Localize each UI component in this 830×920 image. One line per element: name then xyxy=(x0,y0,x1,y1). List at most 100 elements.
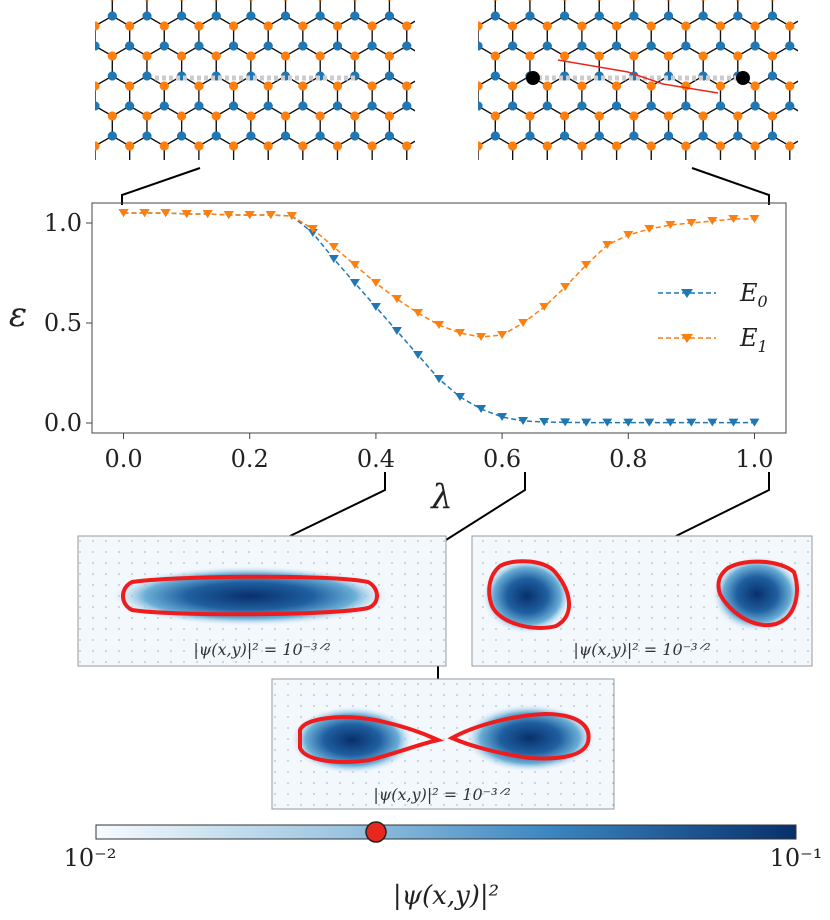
lattice-hexagon xyxy=(336,75,373,117)
lattice-site xyxy=(491,172,500,181)
density-panel-middle: |ψ(x,y)|² = 10⁻³ᐟ² xyxy=(271,678,615,810)
lattice-site xyxy=(420,52,429,61)
lattice-site xyxy=(73,0,82,1)
lattice-site xyxy=(456,72,465,81)
lattice-site xyxy=(715,41,725,51)
lattice-hexagon xyxy=(685,135,722,160)
lattice-hexagon xyxy=(494,105,531,147)
lattice-hexagon xyxy=(441,16,476,56)
lattice-hexagon xyxy=(354,105,391,147)
lattice-site xyxy=(456,12,465,21)
lattice-site xyxy=(95,141,100,151)
lattice-site xyxy=(91,162,100,171)
lattice-site xyxy=(646,141,656,151)
data-point-e1 xyxy=(328,243,339,251)
lattice-site xyxy=(384,71,394,81)
lattice-hexagon xyxy=(615,75,652,117)
lattice-hexagon xyxy=(426,0,461,26)
lattice-site xyxy=(542,81,552,91)
lattice-site xyxy=(194,101,204,111)
lattice-site xyxy=(107,111,117,121)
lattice-site xyxy=(472,162,481,171)
lattice-site xyxy=(368,162,377,171)
lattice-site xyxy=(422,12,431,21)
lattice-site xyxy=(384,51,394,61)
lattice-site xyxy=(803,0,812,1)
lattice-hexagon xyxy=(615,135,652,160)
lattice-site xyxy=(422,72,431,81)
lattice-site xyxy=(820,142,829,151)
lattice-site xyxy=(437,82,446,91)
lattice-site xyxy=(91,162,100,171)
lattice-hexagon xyxy=(824,76,830,116)
lattice-site xyxy=(264,162,273,171)
lattice-site xyxy=(472,162,481,171)
lattice-hexagon xyxy=(650,135,687,160)
lattice-site xyxy=(108,172,117,181)
lattice-hexagon xyxy=(494,45,531,87)
connector-top-left xyxy=(121,167,201,205)
data-point-e0 xyxy=(728,418,739,427)
lattice-site xyxy=(211,111,221,121)
lattice-site xyxy=(142,71,152,81)
lattice-site xyxy=(525,172,534,181)
lattice-hexagon xyxy=(512,135,548,160)
lattice-site xyxy=(73,112,82,121)
lattice-site xyxy=(229,162,238,171)
lattice-site xyxy=(39,0,48,1)
lattice-site xyxy=(803,52,812,61)
data-point-e0 xyxy=(328,255,339,263)
lattice-hexagon xyxy=(459,0,494,26)
lattice-site xyxy=(56,22,65,31)
lattice-site xyxy=(629,172,638,181)
lattice-hexagon xyxy=(478,15,514,57)
lattice-site xyxy=(281,172,290,181)
lattice-site xyxy=(820,42,829,51)
lattice-hexagon xyxy=(336,15,373,57)
lattice-site xyxy=(439,22,448,31)
lattice-site xyxy=(298,141,308,151)
lattice-site xyxy=(733,11,743,21)
lattice-site xyxy=(525,111,535,121)
lattice-site xyxy=(56,162,65,171)
lattice-site xyxy=(456,0,465,1)
lattice-site xyxy=(456,132,465,141)
lattice-site xyxy=(456,112,465,121)
lattice-site xyxy=(107,71,117,81)
lattice-site xyxy=(281,131,291,141)
lattice-hexagon xyxy=(146,105,183,147)
lattice-site xyxy=(733,131,743,141)
lattice-site xyxy=(387,0,392,1)
lattice-site xyxy=(454,132,463,141)
lattice-site xyxy=(456,52,465,61)
data-point-e0 xyxy=(455,393,466,401)
lattice-site xyxy=(698,131,708,141)
lattice-site xyxy=(384,131,394,141)
lattice-site xyxy=(820,82,829,91)
lattice-site xyxy=(490,71,500,81)
lattice-site xyxy=(420,72,429,81)
lattice-site xyxy=(125,162,134,171)
lattice-hexagon xyxy=(685,15,722,57)
lattice-site xyxy=(456,0,465,1)
lattice-site xyxy=(95,81,100,91)
lattice-site xyxy=(577,81,587,91)
lattice-site xyxy=(594,51,604,61)
lattice-site xyxy=(820,102,829,111)
lattice-site xyxy=(803,72,812,81)
lattice-site xyxy=(454,12,463,21)
lattice-site xyxy=(646,21,656,31)
lattice-site xyxy=(767,11,777,21)
lattice-site xyxy=(508,101,518,111)
lattice-site xyxy=(803,112,812,121)
lattice-site xyxy=(439,162,448,171)
lattice-site xyxy=(698,51,708,61)
lattice-site xyxy=(332,41,342,51)
lattice-site xyxy=(490,111,500,121)
data-point-e1 xyxy=(686,219,697,227)
x-tick-label: 0.0 xyxy=(104,445,142,473)
lattice-site xyxy=(73,0,82,1)
lattice-site xyxy=(508,21,518,31)
lattice-site xyxy=(420,0,429,1)
lattice-site xyxy=(750,41,760,51)
